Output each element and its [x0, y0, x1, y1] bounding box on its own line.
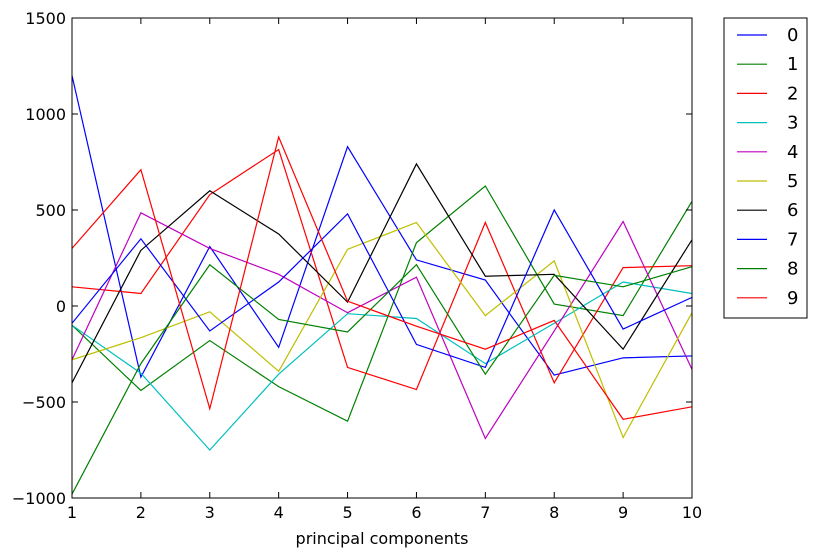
x-tick-label: 4 [274, 503, 284, 522]
x-tick-label: 1 [67, 503, 77, 522]
y-tick-label: 500 [35, 201, 66, 220]
y-tick-label: −1000 [12, 489, 66, 508]
legend-label-4: 4 [787, 142, 798, 163]
legend-label-9: 9 [787, 288, 798, 309]
series-line-4 [72, 212, 692, 440]
legend-label-2: 2 [787, 83, 798, 104]
x-tick-label: 10 [682, 503, 702, 522]
series-line-1 [72, 185, 692, 423]
x-tick-label: 7 [480, 503, 490, 522]
series-line-6 [72, 162, 692, 384]
ticks-layer: 1 2 3 4 5 6 7 8 9 10 −1000 −500 0 500 1000 1500 [12, 9, 702, 522]
x-tick-label: 2 [136, 503, 146, 522]
x-tick-label: 5 [342, 503, 352, 522]
series-line-3 [72, 281, 692, 451]
y-tick-label: 0 [56, 297, 66, 316]
legend-label-8: 8 [787, 259, 798, 280]
x-tick-label: 9 [618, 503, 628, 522]
legend-label-0: 0 [787, 25, 798, 46]
legend-label-7: 7 [787, 229, 798, 250]
x-tick-label: 6 [411, 503, 421, 522]
x-tick-label: 3 [205, 503, 215, 522]
y-tick-label: 1500 [25, 9, 66, 28]
x-tick-label: 8 [549, 503, 559, 522]
legend-label-6: 6 [787, 200, 798, 221]
plot-frame [71, 17, 693, 499]
series-layer [72, 75, 692, 495]
series-line-5 [72, 221, 692, 439]
series-line-9 [72, 135, 692, 420]
legend-label-3: 3 [787, 113, 798, 134]
legend-label-1: 1 [787, 54, 798, 75]
legend: 0 1 2 3 4 5 6 7 8 9 [723, 17, 808, 319]
series-line-2 [72, 148, 692, 391]
series-line-8 [72, 263, 692, 495]
legend-label-5: 5 [787, 171, 798, 192]
series-line-0 [72, 75, 692, 379]
y-tick-label: 1000 [25, 105, 66, 124]
x-axis-label: principal components [296, 529, 469, 548]
series-line-7 [72, 208, 692, 369]
y-tick-label: −500 [22, 393, 66, 412]
